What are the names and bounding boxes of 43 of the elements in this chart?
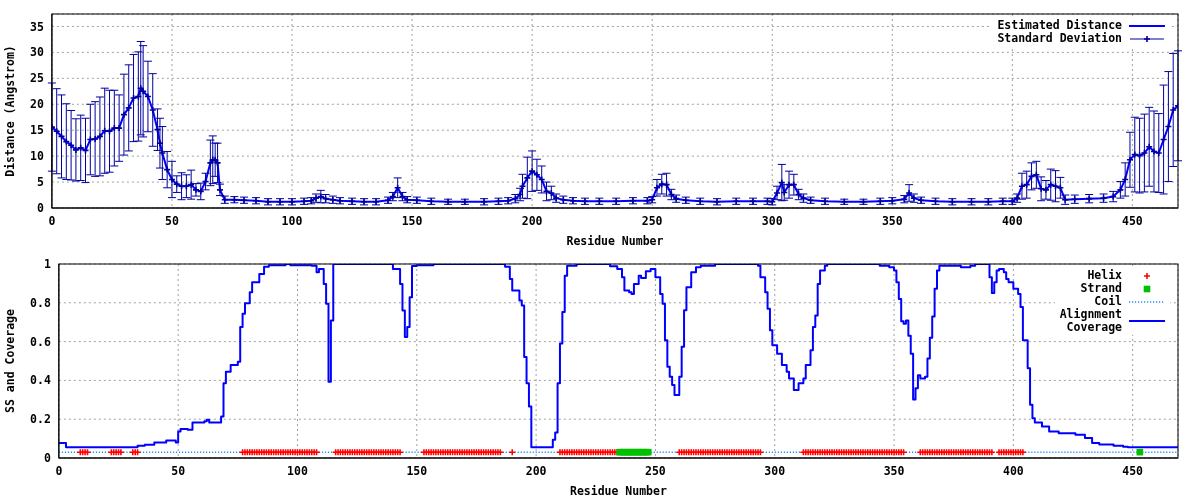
x-tick-label: 200 <box>525 464 547 479</box>
legend-label: Alignment Coverage <box>1059 307 1122 334</box>
x-tick-label: 250 <box>641 214 663 229</box>
legend-label: Estimated Distance <box>996 18 1122 32</box>
legend-label: Coil <box>1093 294 1122 308</box>
x-tick-label: 50 <box>171 464 186 479</box>
y-tick-label: 20 <box>30 97 44 112</box>
y-tick-label: 15 <box>30 123 44 138</box>
x-tick-label: 300 <box>761 214 783 229</box>
x-tick-label: 400 <box>1002 464 1024 479</box>
y-tick-label: 0 <box>43 451 51 466</box>
y-tick-label: 0.8 <box>30 295 51 310</box>
x-tick-label: 150 <box>401 214 423 229</box>
y-tick-label: 25 <box>30 71 44 86</box>
y-axis-title: SS and Coverage <box>3 309 17 413</box>
x-tick-label: 150 <box>406 464 428 479</box>
x-tick-label: 200 <box>521 214 543 229</box>
y-tick-label: 0.4 <box>30 373 51 388</box>
x-tick-label: 100 <box>287 464 308 479</box>
x-axis-title: Residue Number <box>566 234 664 248</box>
x-axis-title: Residue Number <box>569 484 667 498</box>
y-tick-label: 1 <box>43 257 51 272</box>
y-tick-label: 35 <box>30 19 44 34</box>
legend-label: Strand <box>1079 281 1122 295</box>
x-tick-label: 0 <box>55 464 63 479</box>
y-axis-title: Distance (Angstrom) <box>3 45 17 177</box>
y-tick-label: 10 <box>30 149 44 164</box>
y-tick-label: 5 <box>36 175 44 190</box>
x-tick-label: 400 <box>1001 214 1023 229</box>
x-tick-label: 350 <box>883 464 905 479</box>
x-tick-label: 50 <box>165 214 179 229</box>
legend-label: Standard Deviation <box>996 31 1122 45</box>
y-tick-label: 0.6 <box>30 334 51 349</box>
x-tick-label: 250 <box>645 464 666 479</box>
y-tick-label: 30 <box>30 45 44 60</box>
x-tick-label: 450 <box>1121 214 1143 229</box>
legend-label: Helix <box>1086 268 1122 282</box>
x-tick-label: 100 <box>281 214 303 229</box>
x-tick-label: 300 <box>764 464 786 479</box>
y-tick-label: 0.2 <box>30 412 51 427</box>
x-tick-label: 450 <box>1122 464 1144 479</box>
x-tick-label: 350 <box>881 214 903 229</box>
y-tick-label: 0 <box>36 201 44 216</box>
